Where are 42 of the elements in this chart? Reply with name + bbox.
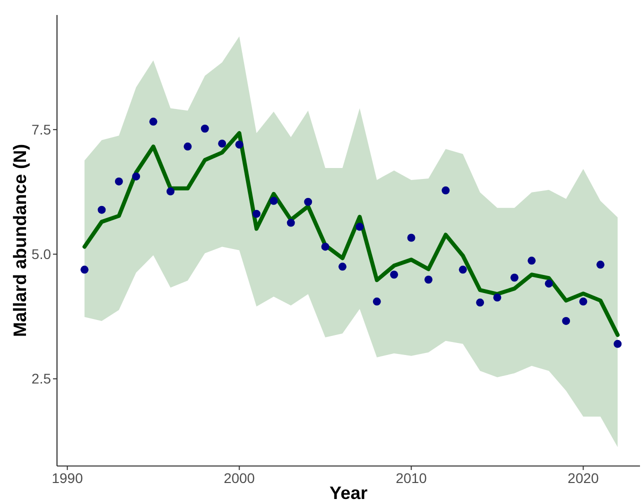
point xyxy=(235,140,244,149)
point xyxy=(321,242,330,251)
x-axis-title: Year xyxy=(329,483,368,502)
point xyxy=(184,142,192,151)
point xyxy=(270,196,278,205)
point xyxy=(424,276,432,284)
point xyxy=(442,186,450,194)
point xyxy=(614,340,622,348)
point xyxy=(476,298,484,307)
point xyxy=(80,266,89,274)
point xyxy=(390,270,398,279)
point xyxy=(528,256,536,265)
point xyxy=(252,210,260,218)
point xyxy=(114,177,123,186)
point xyxy=(356,222,364,231)
point xyxy=(493,294,502,302)
point xyxy=(166,187,175,196)
point xyxy=(407,234,416,242)
x-tick-label: 2010 xyxy=(396,470,428,486)
y-tick-label: 2.5 xyxy=(32,370,52,387)
point xyxy=(458,266,467,274)
point xyxy=(372,298,381,306)
point xyxy=(149,118,158,126)
point xyxy=(338,262,346,271)
point xyxy=(544,280,553,288)
x-tick-label: 1990 xyxy=(52,470,84,486)
y-axis-title: Mallard abundance (N) xyxy=(10,144,30,338)
line-series xyxy=(82,131,620,337)
point xyxy=(286,218,295,227)
point xyxy=(218,140,226,148)
point xyxy=(579,298,588,306)
point xyxy=(596,260,604,269)
x-tick-label: 2020 xyxy=(568,470,600,486)
point xyxy=(98,206,106,214)
y-tick-label: 5.0 xyxy=(32,246,52,262)
y-tick-label: 7.5 xyxy=(32,122,52,138)
point xyxy=(200,124,209,133)
x-tick-label: 2000 xyxy=(224,470,256,486)
point xyxy=(304,198,312,206)
point xyxy=(562,316,570,325)
point xyxy=(132,172,140,180)
point xyxy=(510,274,518,282)
